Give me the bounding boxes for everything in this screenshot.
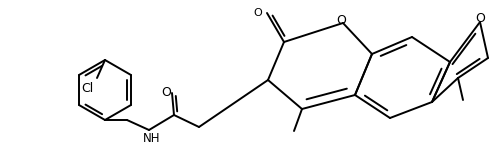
Text: O: O	[336, 15, 346, 27]
Text: O: O	[161, 86, 171, 100]
Text: NH: NH	[143, 131, 161, 145]
Text: O: O	[253, 8, 262, 18]
Text: Cl: Cl	[81, 82, 93, 94]
Text: O: O	[475, 12, 485, 25]
